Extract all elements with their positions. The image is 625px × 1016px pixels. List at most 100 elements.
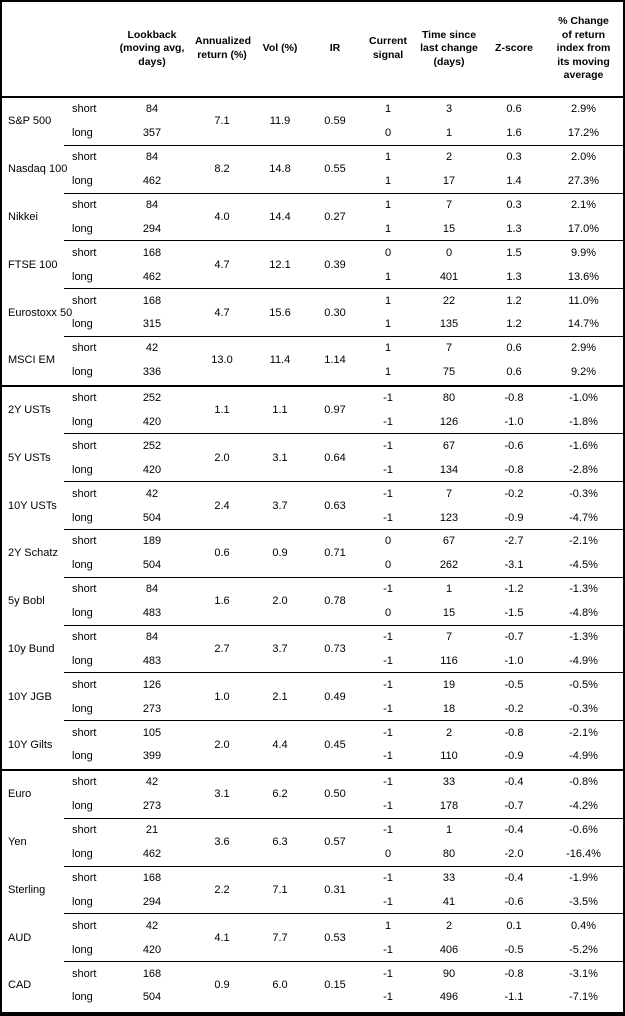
asset-name: 10y Bund bbox=[8, 642, 55, 655]
leg-label: short bbox=[72, 776, 97, 789]
lookback-value: 504 bbox=[142, 559, 162, 572]
current-signal-value: 0 bbox=[384, 559, 392, 572]
zscore-value: -1.0 bbox=[504, 654, 524, 667]
pct-change-value: -0.3% bbox=[569, 702, 598, 715]
lookback-value: 84 bbox=[145, 583, 159, 596]
leg-label: long bbox=[72, 318, 93, 331]
annualized-return-value: 4.7 bbox=[214, 306, 230, 319]
zscore-value: -0.8 bbox=[504, 967, 524, 980]
lookback-value: 84 bbox=[145, 151, 159, 164]
pct-change-value: -4.2% bbox=[569, 800, 598, 813]
time-since-value: 401 bbox=[439, 270, 459, 283]
ir-value: 0.30 bbox=[324, 306, 346, 319]
lookback-value: 462 bbox=[142, 848, 162, 861]
pct-change-value: -1.8% bbox=[569, 416, 598, 429]
zscore-value: 0.6 bbox=[506, 366, 522, 379]
ir-value: 0.73 bbox=[324, 642, 346, 655]
time-since-value: 123 bbox=[439, 511, 459, 524]
pct-change-value: -2.8% bbox=[569, 463, 598, 476]
lookback-value: 42 bbox=[145, 342, 159, 355]
zscore-value: -1.5 bbox=[504, 607, 524, 620]
header-z-score: Z-score bbox=[495, 42, 533, 55]
asset-group: 10Y Gilts 2.0 4.4 0.45 short 105 -1 2 -0.8 -2.1% l… bbox=[2, 720, 623, 769]
ir-value: 0.27 bbox=[324, 210, 346, 223]
current-signal-value: 1 bbox=[384, 294, 392, 307]
asset-name: CAD bbox=[8, 979, 32, 992]
current-signal-value: 1 bbox=[384, 342, 392, 355]
asset-group: CAD 0.9 6.0 0.15 short 168 -1 90 -0.8 -3.1% long 50… bbox=[2, 961, 623, 1010]
asset-name: 5Y USTs bbox=[8, 451, 51, 464]
asset-group: AUD 4.1 7.7 0.53 short 42 1 2 0.1 0.4% long 420 -1 40… bbox=[2, 913, 623, 962]
time-since-value: 126 bbox=[439, 416, 459, 429]
lookback-value: 420 bbox=[142, 463, 162, 476]
lookback-value: 504 bbox=[142, 511, 162, 524]
leg-label: short bbox=[72, 246, 97, 259]
pct-change-value: -0.8% bbox=[569, 776, 598, 789]
lookback-value: 42 bbox=[145, 919, 159, 932]
current-signal-value: 1 bbox=[384, 318, 392, 331]
annualized-return-value: 3.1 bbox=[214, 788, 230, 801]
zscore-value: 1.2 bbox=[506, 294, 522, 307]
current-signal-value: -1 bbox=[383, 871, 393, 884]
time-since-value: 33 bbox=[442, 871, 456, 884]
current-signal-value: -1 bbox=[383, 750, 393, 763]
header-lookback: Lookback (moving avg, days) bbox=[119, 28, 185, 68]
time-since-value: 67 bbox=[442, 439, 456, 452]
annualized-return-value: 2.2 bbox=[214, 883, 230, 896]
pct-change-value: 11.0% bbox=[568, 294, 599, 307]
asset-name: S&P 500 bbox=[8, 115, 52, 128]
pct-change-value: -4.7% bbox=[569, 511, 598, 524]
asset-group: Nasdaq 100 8.2 14.8 0.55 short 84 1 2 0.3 2.0% lon… bbox=[2, 144, 623, 194]
lookback-value: 504 bbox=[142, 991, 162, 1004]
time-since-value: 7 bbox=[445, 342, 453, 355]
asset-name: 2Y Schatz bbox=[8, 547, 58, 560]
pct-change-value: 27.3% bbox=[567, 175, 600, 188]
vol-value: 7.7 bbox=[272, 931, 288, 944]
asset-name: 2Y USTs bbox=[8, 404, 51, 417]
lookback-value: 252 bbox=[142, 392, 162, 405]
vol-value: 11.9 bbox=[269, 115, 291, 128]
ir-value: 0.39 bbox=[324, 258, 346, 271]
vol-value: 0.9 bbox=[272, 547, 288, 560]
lookback-value: 462 bbox=[142, 175, 162, 188]
asset-group: Euro 3.1 6.2 0.50 short 42 -1 33 -0.4 -0.8% long 27… bbox=[2, 771, 623, 819]
current-signal-value: 0 bbox=[384, 246, 392, 259]
leg-label: long bbox=[72, 607, 93, 620]
time-since-value: 0 bbox=[445, 246, 453, 259]
time-since-value: 135 bbox=[439, 318, 459, 331]
pct-change-value: -4.8% bbox=[569, 607, 598, 620]
time-since-value: 75 bbox=[442, 366, 456, 379]
leg-label: short bbox=[72, 151, 97, 164]
current-signal-value: 0 bbox=[384, 535, 392, 548]
vol-value: 7.1 bbox=[272, 883, 288, 896]
lookback-value: 483 bbox=[142, 607, 162, 620]
annualized-return-value: 2.0 bbox=[214, 738, 230, 751]
annualized-return-value: 4.0 bbox=[214, 210, 230, 223]
lookback-value: 294 bbox=[142, 895, 162, 908]
current-signal-value: -1 bbox=[383, 583, 393, 596]
zscore-value: -0.6 bbox=[504, 439, 524, 452]
current-signal-value: 1 bbox=[384, 366, 392, 379]
leg-label: short bbox=[72, 342, 97, 355]
time-since-value: 178 bbox=[439, 800, 459, 813]
asset-group: Sterling 2.2 7.1 0.31 short 168 -1 33 -0.4 -1.9% l… bbox=[2, 865, 623, 915]
leg-label: short bbox=[72, 824, 97, 837]
current-signal-value: -1 bbox=[383, 943, 393, 956]
lookback-value: 168 bbox=[142, 294, 162, 307]
vol-value: 2.1 bbox=[272, 690, 288, 703]
leg-label: long bbox=[72, 848, 93, 861]
current-signal-value: 1 bbox=[384, 222, 392, 235]
zscore-value: 1.2 bbox=[506, 318, 522, 331]
leg-label: short bbox=[72, 871, 97, 884]
lookback-value: 168 bbox=[142, 967, 162, 980]
table-body: S&P 500 7.1 11.9 0.59 short 84 1 3 0.6 2.9% long 35… bbox=[2, 98, 623, 1010]
header-current-signal: Current signal bbox=[369, 35, 407, 61]
lookback-value: 483 bbox=[142, 654, 162, 667]
time-since-value: 90 bbox=[442, 967, 456, 980]
pct-change-value: 13.6% bbox=[567, 270, 600, 283]
leg-label: long bbox=[72, 416, 93, 429]
asset-name: Sterling bbox=[8, 883, 46, 896]
time-since-value: 15 bbox=[442, 607, 456, 620]
current-signal-value: -1 bbox=[383, 991, 393, 1004]
lookback-value: 42 bbox=[145, 487, 159, 500]
